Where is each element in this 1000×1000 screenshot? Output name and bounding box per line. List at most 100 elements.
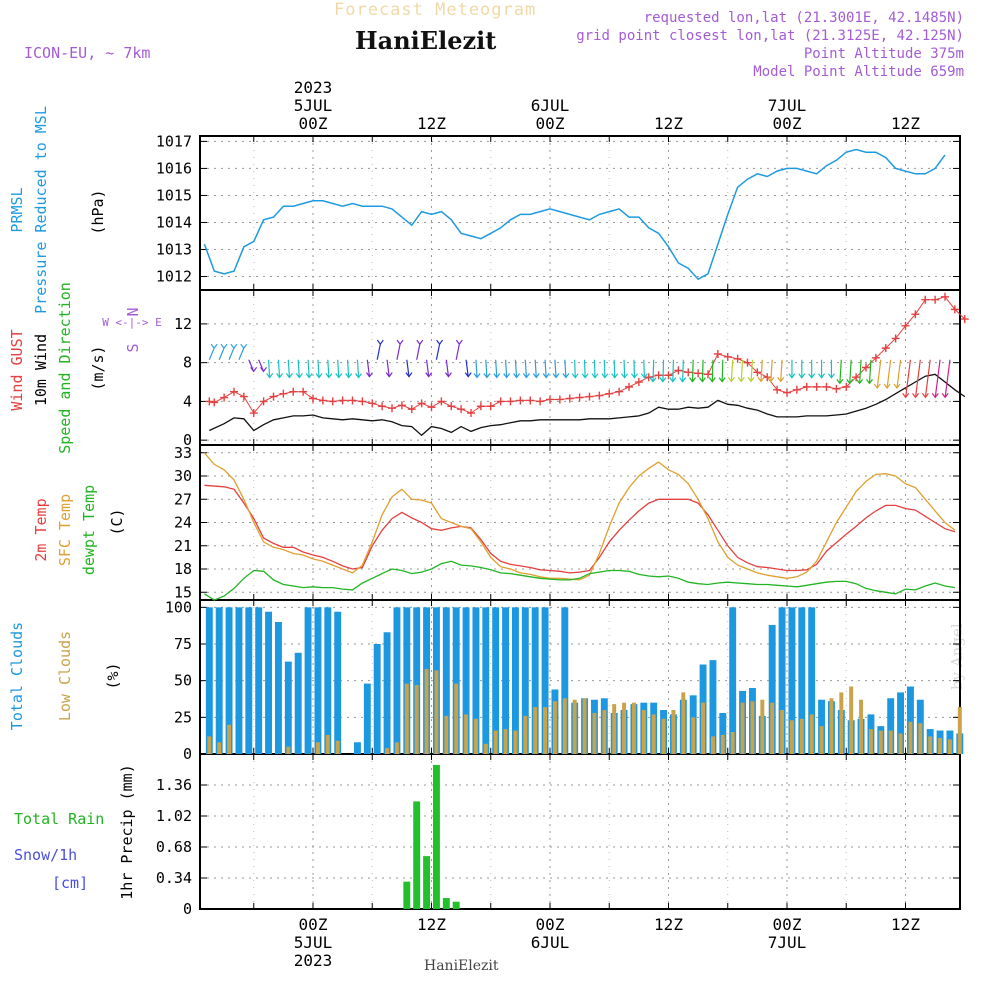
wind-arrowhead xyxy=(798,373,806,379)
gust-marker xyxy=(644,373,653,382)
low-cloud-bar xyxy=(612,704,617,754)
wind-arrow xyxy=(307,359,310,378)
low-cloud-bar xyxy=(878,730,883,754)
total-cloud-bar xyxy=(561,607,569,754)
ytick-label: 8 xyxy=(183,354,192,372)
low-cloud-bar xyxy=(681,692,686,754)
low-cloud-bar xyxy=(207,736,212,754)
total-cloud-bar xyxy=(768,624,776,754)
low-cloud-bar xyxy=(839,692,844,754)
wind-arrowhead xyxy=(698,377,706,383)
ytick-label: 1.02 xyxy=(156,807,192,825)
dewpt-label: dewpt Temp xyxy=(80,485,98,575)
model-name: ICON-EU, ~ 7km xyxy=(24,44,151,62)
wind-arrowhead xyxy=(325,373,333,379)
low-cloud-bar xyxy=(750,701,755,754)
gust-marker xyxy=(822,382,831,391)
gust-marker xyxy=(328,397,337,406)
gust-marker xyxy=(417,399,426,408)
ytick-label: 4 xyxy=(183,392,192,410)
wind-arrowhead xyxy=(436,339,444,346)
wind-arrow xyxy=(406,359,410,377)
wind-arrow xyxy=(672,359,675,382)
low-cloud-bar xyxy=(286,746,291,754)
ytick-label: 33 xyxy=(174,444,192,462)
wind-arrowhead xyxy=(581,373,589,379)
ytick-label: 50 xyxy=(174,672,192,690)
wind-arrowhead xyxy=(444,372,452,378)
low-cloud-bar xyxy=(671,710,676,754)
bottom-time-label: 00Z xyxy=(299,915,328,934)
low-cloud-bar xyxy=(720,734,725,754)
low-cloud-bar xyxy=(434,670,439,754)
wind-arrow xyxy=(613,359,616,378)
total-cloud-bar xyxy=(442,607,450,754)
wind-arrow xyxy=(416,344,421,360)
wind-arrowhead xyxy=(483,373,491,379)
gust-marker xyxy=(358,397,367,406)
low-cloud-bar xyxy=(641,710,646,754)
wind-arrowhead xyxy=(727,377,735,383)
gust-marker xyxy=(664,371,673,380)
wind-arrowhead xyxy=(808,373,816,379)
ytick-label: 27 xyxy=(174,490,192,508)
wind-arrow xyxy=(868,359,872,384)
total-cloud-bar xyxy=(314,607,322,754)
wind-arrow xyxy=(366,359,371,377)
low-cloud-bar xyxy=(562,698,567,754)
total-cloud-bar xyxy=(541,607,549,754)
wind-arrowhead xyxy=(385,372,393,378)
total-cloud-bar xyxy=(808,607,816,754)
wind-arrow xyxy=(297,359,300,378)
low-cloud-bar xyxy=(592,712,597,754)
wind-arrowhead xyxy=(836,379,844,385)
wind-arrow xyxy=(514,359,518,378)
wind-arrowhead xyxy=(883,383,891,389)
wind-arrowhead xyxy=(503,373,511,379)
low-cloud-bar xyxy=(385,748,390,754)
low-cloud-bar xyxy=(523,715,528,754)
ytick-label: 24 xyxy=(174,514,192,532)
wind-arrowhead xyxy=(856,379,864,385)
gust-marker xyxy=(852,373,861,382)
wind-arrow xyxy=(504,359,508,378)
total-cloud-bar xyxy=(383,632,391,754)
wind-arrowhead xyxy=(405,372,413,378)
low-cloud-bar xyxy=(483,743,488,754)
wind-arrowhead xyxy=(345,373,353,379)
wind-arrowhead xyxy=(912,392,920,399)
wind-unit-label: (m/s) xyxy=(89,345,107,390)
wind-arrowhead xyxy=(562,373,570,379)
gust-marker xyxy=(210,398,219,407)
wind-arrow xyxy=(896,359,902,389)
wind-arrowhead xyxy=(266,373,274,379)
low-cloud-bar xyxy=(888,730,893,754)
wind-arrowhead xyxy=(777,377,785,383)
wind-arrowhead xyxy=(611,373,619,379)
bottom-time-label: 2023 xyxy=(294,951,333,970)
gust-marker xyxy=(388,404,396,413)
gust-marker xyxy=(259,397,268,406)
total-cloud-bar xyxy=(245,607,253,754)
gust-line xyxy=(209,296,966,414)
wind-arrow xyxy=(485,359,488,378)
wind-arrowhead xyxy=(464,372,472,378)
gust-marker xyxy=(299,387,308,396)
wind-label: 10m Wind xyxy=(32,334,50,406)
wind-arrow xyxy=(721,359,724,382)
low-cloud-bar xyxy=(572,699,577,754)
low-cloud-bar xyxy=(760,699,765,754)
gust-marker xyxy=(348,396,357,405)
total-cloud-bar xyxy=(531,607,539,754)
wind-arrowhead xyxy=(295,373,303,379)
ytick-label: 0 xyxy=(183,431,192,449)
top-time-label: 6JUL xyxy=(531,96,570,115)
wind-arrow xyxy=(750,359,754,382)
gust-marker xyxy=(654,371,663,380)
total-cloud-bar xyxy=(373,644,381,754)
low-cloud-bar xyxy=(394,742,399,754)
wind-arrowhead xyxy=(827,373,835,379)
wind-arrow xyxy=(583,359,586,378)
wind-arrowhead xyxy=(335,373,343,379)
wind-arrow xyxy=(386,359,390,377)
